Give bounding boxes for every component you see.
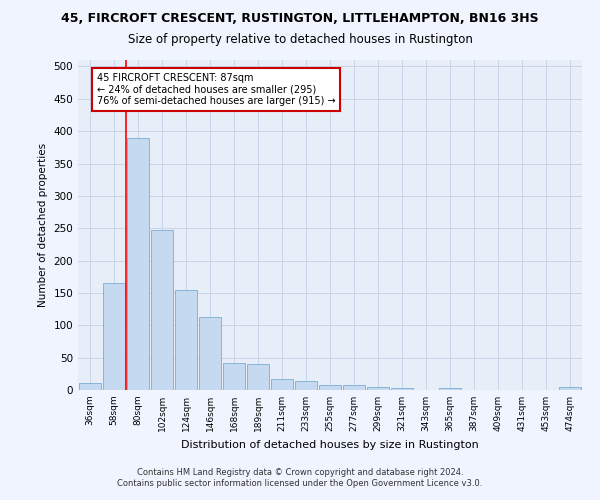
Bar [391, 388, 413, 390]
Bar [199, 317, 221, 390]
Bar [127, 138, 149, 390]
Bar [175, 290, 197, 390]
Bar [367, 387, 389, 390]
X-axis label: Distribution of detached houses by size in Rustington: Distribution of detached houses by size … [181, 440, 479, 450]
Bar [439, 388, 461, 390]
Bar [271, 379, 293, 390]
Bar [343, 386, 365, 390]
Y-axis label: Number of detached properties: Number of detached properties [38, 143, 48, 307]
Text: Contains HM Land Registry data © Crown copyright and database right 2024.
Contai: Contains HM Land Registry data © Crown c… [118, 468, 482, 487]
Bar [79, 383, 101, 390]
Bar [295, 381, 317, 390]
Text: 45, FIRCROFT CRESCENT, RUSTINGTON, LITTLEHAMPTON, BN16 3HS: 45, FIRCROFT CRESCENT, RUSTINGTON, LITTL… [61, 12, 539, 26]
Text: Size of property relative to detached houses in Rustington: Size of property relative to detached ho… [128, 32, 472, 46]
Bar [151, 230, 173, 390]
Bar [319, 385, 341, 390]
Bar [247, 364, 269, 390]
Bar [223, 363, 245, 390]
Bar [103, 283, 125, 390]
Bar [559, 387, 581, 390]
Text: 45 FIRCROFT CRESCENT: 87sqm
← 24% of detached houses are smaller (295)
76% of se: 45 FIRCROFT CRESCENT: 87sqm ← 24% of det… [97, 73, 335, 106]
